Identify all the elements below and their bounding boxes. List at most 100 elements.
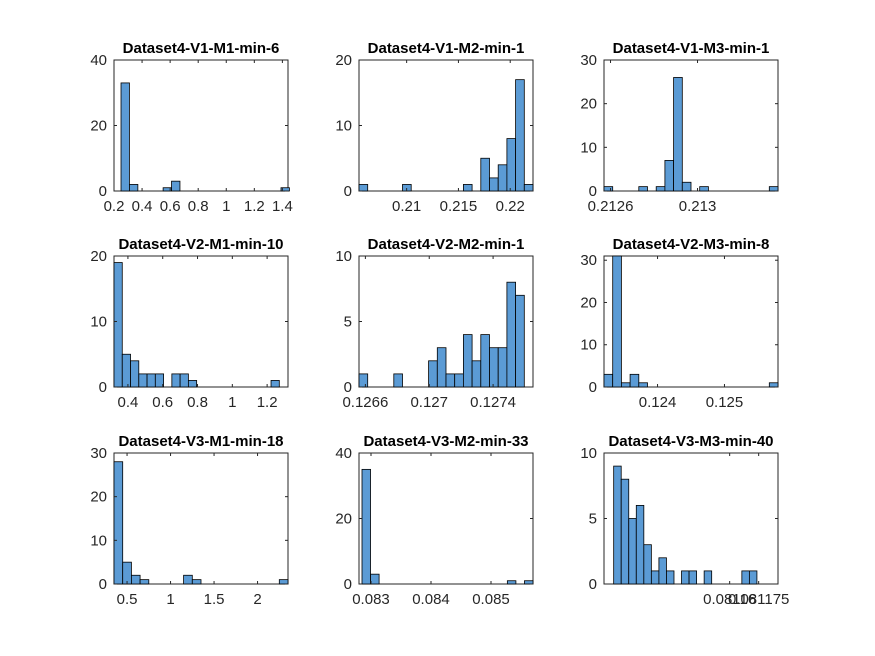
x-tick-label: 0.1274 — [470, 394, 516, 411]
x-tick-label: 0.5 — [117, 591, 138, 608]
histogram-bar — [748, 570, 758, 585]
histogram-bar — [480, 334, 490, 388]
histogram-bar — [497, 164, 508, 192]
histogram-bar — [146, 373, 156, 388]
x-tick-label: 1.2 — [244, 198, 265, 215]
histogram-bar — [129, 184, 139, 192]
chart-title: Dataset4-V2-M3-min-8 — [613, 236, 770, 253]
histogram-bar — [523, 184, 534, 192]
histogram-bar — [191, 579, 202, 585]
x-tick-label: 0.124 — [639, 394, 677, 411]
x-tick-label: 0.1266 — [342, 394, 388, 411]
histogram-bar — [358, 184, 369, 192]
histogram-panel: 0.083 0.084 0.085 0 20 40 Dataset4-V3-M2-min-3… — [335, 433, 534, 608]
x-tick-label: 1.5 — [204, 591, 225, 608]
chart-title: Dataset4-V1-M3-min-1 — [613, 40, 770, 57]
histogram-bar — [171, 373, 181, 388]
x-tick-label: 0.6 — [152, 394, 173, 411]
x-tick-label: 0.085 — [472, 591, 510, 608]
histogram-bar — [681, 181, 692, 192]
histogram-bar — [673, 77, 683, 192]
histogram-bar — [643, 544, 652, 585]
histogram-bar — [187, 380, 198, 388]
y-tick-label: 10 — [580, 139, 597, 156]
x-tick-label: 0.2 — [104, 198, 125, 215]
y-tick-label: 10 — [90, 314, 107, 331]
y-tick-label: 5 — [589, 511, 597, 528]
chart-title: Dataset4-V2-M2-min-1 — [368, 236, 525, 253]
histogram-bar — [506, 281, 516, 388]
histogram-bar — [489, 347, 499, 388]
histogram-bar — [183, 574, 193, 585]
y-tick-label: 0 — [589, 183, 597, 200]
axes-box — [113, 452, 289, 585]
axes-box — [113, 59, 289, 192]
y-tick-label: 20 — [335, 511, 352, 528]
y-tick-label: 20 — [90, 248, 107, 265]
x-tick-label: 2 — [253, 591, 261, 608]
histogram-bar — [613, 465, 622, 585]
histogram-panel: 0.124 0.125 0 10 20 30 Dataset4-V2-M3-min-8 — [580, 236, 779, 411]
histogram-bar — [506, 580, 517, 585]
y-tick-label: 20 — [90, 118, 107, 135]
histogram-bar — [658, 557, 667, 585]
y-tick-label: 0 — [589, 576, 597, 593]
histogram-bar — [650, 570, 660, 585]
axes-box — [113, 255, 289, 388]
y-tick-label: 0 — [99, 183, 107, 200]
histogram-bar — [638, 186, 648, 192]
chart-title: Dataset4-V3-M1-min-18 — [118, 433, 283, 450]
histogram-bar — [358, 373, 369, 388]
y-tick-label: 10 — [580, 337, 597, 354]
y-tick-label: 30 — [90, 445, 107, 462]
y-tick-label: 10 — [90, 532, 107, 549]
histogram-bar — [171, 180, 181, 192]
histogram-panel: 0.4 0.6 0.8 1 1.2 0 10 20 Dataset4-V2-M1-min-10 — [90, 236, 289, 411]
histogram-bar — [666, 570, 675, 585]
histogram-bar — [515, 79, 525, 192]
x-tick-label: 1 — [228, 394, 236, 411]
histogram-bar — [664, 160, 675, 192]
y-tick-label: 20 — [90, 489, 107, 506]
histogram-bar — [436, 347, 447, 388]
y-tick-label: 20 — [580, 294, 597, 311]
chart-title: Dataset4-V2-M1-min-10 — [118, 236, 283, 253]
y-tick-label: 0 — [589, 379, 597, 396]
x-tick-label: 1.4 — [272, 198, 293, 215]
histogram-bar — [130, 360, 140, 388]
y-tick-label: 20 — [580, 96, 597, 113]
x-tick-label: 0.22 — [496, 198, 525, 215]
x-tick-label: 0.083 — [352, 591, 390, 608]
histogram-bar — [515, 294, 525, 388]
y-tick-label: 0 — [344, 576, 352, 593]
histogram-bar — [370, 573, 380, 585]
y-tick-label: 0 — [344, 379, 352, 396]
histogram-bar — [393, 373, 403, 388]
chart-title: Dataset4-V3-M3-min-40 — [608, 433, 773, 450]
histogram-bar — [621, 382, 631, 388]
histogram-bar — [603, 186, 614, 192]
histogram-bar — [130, 574, 141, 585]
histogram-panel: 0.21 0.215 0.22 0 10 20 Dataset4-V1-M2-min-1 — [335, 40, 534, 215]
x-tick-label: 0.2126 — [588, 198, 634, 215]
axes-box — [603, 59, 779, 192]
chart-title: Dataset4-V1-M2-min-1 — [368, 40, 525, 57]
histogram-bar — [628, 518, 637, 585]
x-tick-label: 0.21 — [392, 198, 421, 215]
histogram-bar — [703, 570, 713, 585]
histogram-bar — [635, 504, 645, 585]
histogram-bar — [122, 561, 132, 585]
chart-title: Dataset4-V3-M2-min-33 — [363, 433, 528, 450]
y-tick-label: 40 — [90, 52, 107, 69]
chart-title: Dataset4-V1-M1-min-6 — [123, 40, 280, 57]
histogram-bar — [655, 186, 666, 192]
histogram-bar — [681, 570, 690, 585]
x-tick-label: 0.081175 — [728, 591, 789, 608]
histogram-bar — [612, 255, 622, 388]
histogram-bar — [120, 82, 130, 192]
histogram-bar — [741, 570, 750, 585]
histogram-bar — [113, 262, 123, 388]
histogram-bar — [113, 461, 124, 585]
y-tick-label: 10 — [580, 445, 597, 462]
